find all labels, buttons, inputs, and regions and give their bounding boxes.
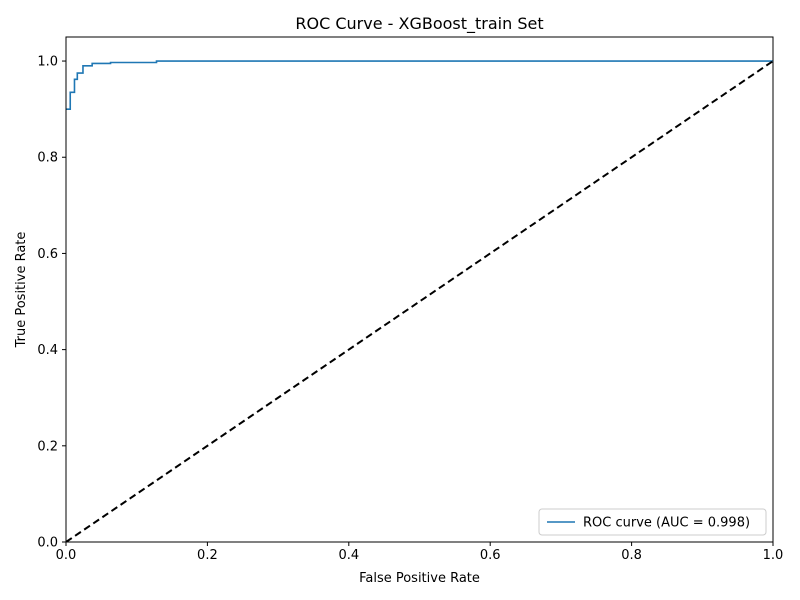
roc-curve-line bbox=[66, 60, 773, 110]
axes-frame bbox=[65, 36, 774, 543]
legend: ROC curve (AUC = 0.998) bbox=[538, 508, 767, 536]
x-tick-label: 1.0 bbox=[763, 548, 784, 563]
x-tick-label: 0.0 bbox=[56, 548, 77, 563]
y-tick-label: 0.2 bbox=[37, 439, 58, 454]
x-tick-label: 0.4 bbox=[338, 548, 359, 563]
x-tick-label: 0.8 bbox=[621, 548, 642, 563]
y-axis-label: True Positive Rate bbox=[14, 232, 29, 349]
legend-label: ROC curve (AUC = 0.998) bbox=[583, 516, 750, 531]
y-tick-label: 0.6 bbox=[37, 247, 58, 262]
y-tick-label: 0.0 bbox=[37, 536, 58, 551]
x-tick-label: 0.6 bbox=[480, 548, 501, 563]
x-axis-label: False Positive Rate bbox=[359, 571, 480, 586]
y-tick-label: 0.4 bbox=[37, 343, 58, 358]
y-tick-label: 0.8 bbox=[37, 151, 58, 166]
chart-title: ROC Curve - XGBoost_train Set bbox=[295, 14, 543, 34]
plot-area: 0.0 0.2 0.4 0.6 0.8 1.0 0.0 0.2 0.4 0.6 0.8 1.0 ROC … bbox=[37, 36, 784, 563]
series-group bbox=[66, 60, 773, 542]
y-tick-label: 1.0 bbox=[37, 55, 58, 70]
x-tick-label: 0.2 bbox=[197, 548, 218, 563]
legend-box bbox=[538, 508, 767, 536]
